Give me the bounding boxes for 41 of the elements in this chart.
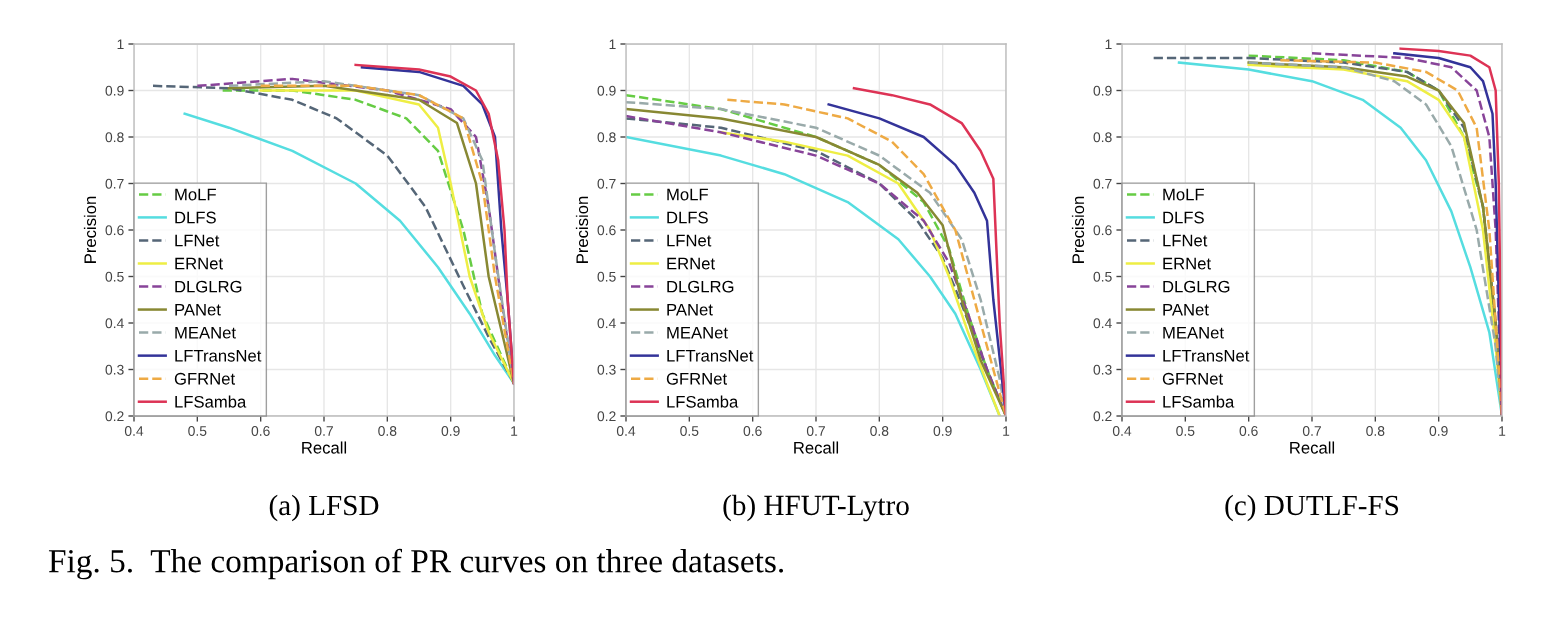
x-axis-title: Recall xyxy=(1290,441,1335,454)
text: (c) DUTLF-FS xyxy=(1225,494,1399,522)
y-axis-title: Precision xyxy=(1071,196,1085,263)
legend-label: GFRNet xyxy=(174,372,235,385)
legend-label: LFSamba xyxy=(175,395,247,408)
legend-label: ERNet xyxy=(175,257,223,270)
legend-label: PANet xyxy=(667,303,713,316)
legend-label: ERNet xyxy=(1163,257,1211,270)
legend-label: LFNet xyxy=(175,234,220,247)
legend-label: LFTransNet xyxy=(175,350,262,362)
legend-label: DLGLRG xyxy=(175,280,242,293)
caption: Fig. 5. The comparison of PR curves on three datasets. xyxy=(48,548,784,580)
legend-label: MEANet xyxy=(175,326,236,339)
legend-label: MEANet xyxy=(1163,326,1224,339)
y-axis-title: Precision xyxy=(575,196,589,263)
legend-label: DLFS xyxy=(175,211,216,224)
text: (b) HFUT-Lytro xyxy=(723,494,909,522)
x-axis-title: Recall xyxy=(302,441,347,454)
legend-label: DLFS xyxy=(1163,211,1204,224)
legend-label: PANet xyxy=(1163,303,1209,316)
legend-label: DLGLRG xyxy=(667,280,734,293)
legend-label: LFTransNet xyxy=(667,350,754,362)
legend-label: MEANet xyxy=(667,326,728,339)
legend-label: DLGLRG xyxy=(1163,280,1230,293)
legend-label: LFTransNet xyxy=(1163,350,1250,362)
legend-label: ERNet xyxy=(667,257,715,270)
legend-label: LFNet xyxy=(1163,234,1208,247)
y-axis-title: Precision xyxy=(83,196,97,263)
legend-label: LFSamba xyxy=(667,395,739,408)
legend-label: MoLF xyxy=(175,188,216,201)
legend-label: GFRNet xyxy=(1162,372,1223,385)
legend-label: MoLF xyxy=(667,188,708,201)
legend-label: DLFS xyxy=(667,211,708,224)
legend-label: LFNet xyxy=(667,234,712,247)
line-series xyxy=(852,86,1006,416)
text: (a) LFSD xyxy=(269,494,379,522)
legend-label: LFSamba xyxy=(1163,395,1235,408)
legend-label: MoLF xyxy=(1163,188,1204,201)
legend-label: GFRNet xyxy=(666,372,727,385)
legend-label: PANet xyxy=(175,303,221,316)
x-axis-title: Recall xyxy=(794,441,839,454)
